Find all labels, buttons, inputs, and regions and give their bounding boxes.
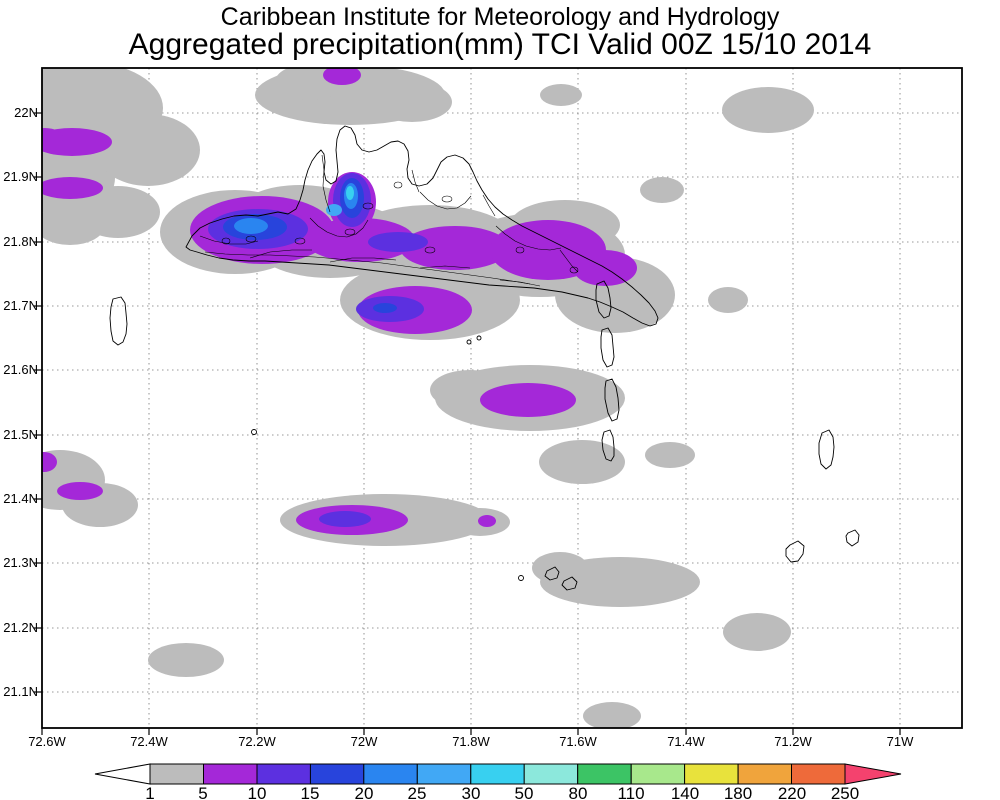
colorbar-label: 5 xyxy=(198,784,207,800)
precip-layer-25-30mm xyxy=(326,204,342,216)
colorbar-segment xyxy=(523,763,579,785)
small-cay xyxy=(466,339,472,345)
french-cay xyxy=(251,429,257,435)
colorbar-label: 180 xyxy=(724,784,752,800)
lat-label: 21.3N xyxy=(3,555,38,570)
precip-shading xyxy=(42,68,814,728)
lon-label: 72.4W xyxy=(130,734,168,749)
lon-label: 72W xyxy=(351,734,378,749)
colorbar-label: 20 xyxy=(355,784,374,800)
lon-label: 71.2W xyxy=(774,734,812,749)
colorbar-segment xyxy=(737,763,793,785)
colorbar-segment xyxy=(470,763,525,785)
lon-label: 71.4W xyxy=(667,734,705,749)
ambergris-cay-2 xyxy=(561,576,578,591)
colorbar-segment xyxy=(791,763,846,785)
lat-label: 21.4N xyxy=(3,491,38,506)
colorbar-arrow-left xyxy=(94,763,151,785)
lat-label: 21.6N xyxy=(3,362,38,377)
lon-label: 71W xyxy=(887,734,914,749)
lat-label: 21.7N xyxy=(3,298,38,313)
colorbar-segment xyxy=(149,763,204,785)
bank-detail-lines xyxy=(199,154,579,287)
small-cay xyxy=(476,335,482,341)
page-subtitle: Aggregated precipitation(mm) TCI Valid 0… xyxy=(128,28,872,61)
lon-label: 71.6W xyxy=(559,734,597,749)
lon-label: 72.6W xyxy=(28,734,66,749)
lat-label: 22N xyxy=(14,105,38,120)
axis-ticks xyxy=(34,112,901,735)
lat-label: 21.2N xyxy=(3,620,38,635)
caicos-islands-outline xyxy=(185,125,659,327)
lat-label: 21.5N xyxy=(3,427,38,442)
west-caicos-outline xyxy=(109,296,128,346)
colorbar-label: 110 xyxy=(617,784,644,800)
colorbar-label: 25 xyxy=(408,784,427,800)
colorbar-labels: 1 5 10 15 20 25 30 50 80 110 140 180 220… xyxy=(145,784,859,800)
lat-label: 21.1N xyxy=(3,684,38,699)
precip-layer-30-50mm xyxy=(346,186,354,200)
colorbar: 1 5 10 15 20 25 30 50 80 110 140 180 220… xyxy=(94,763,902,800)
south-caicos-cay-4 xyxy=(601,429,615,462)
south-caicos-cay-1 xyxy=(595,280,612,319)
colorbar-label: 250 xyxy=(831,784,859,800)
east-cay-outline xyxy=(845,529,860,547)
colorbar-label: 1 xyxy=(145,784,154,800)
colorbar-arrow-right xyxy=(844,763,902,785)
colorbar-label: 140 xyxy=(671,784,699,800)
colorbar-segment xyxy=(577,763,632,785)
colorbar-label: 15 xyxy=(301,784,320,800)
lon-label: 72.2W xyxy=(238,734,276,749)
colorbar-label: 50 xyxy=(515,784,534,800)
lat-label: 21.9N xyxy=(3,169,38,184)
colorbar-segment xyxy=(363,763,418,785)
colorbar-label: 80 xyxy=(569,784,588,800)
page-title: Caribbean Institute for Meteorology and … xyxy=(220,3,780,31)
colorbar-segment xyxy=(684,763,739,785)
colorbar-label: 30 xyxy=(462,784,481,800)
lon-label: 71.8W xyxy=(452,734,490,749)
latitude-axis: 22N 21.9N 21.8N 21.7N 21.6N 21.5N 21.4N … xyxy=(3,105,38,699)
colorbar-segment xyxy=(416,763,472,785)
colorbar-segment xyxy=(309,763,365,785)
colorbar-segment xyxy=(630,763,686,785)
colorbar-label: 220 xyxy=(778,784,806,800)
coastlines xyxy=(109,125,860,591)
longitude-axis: 72.6W 72.4W 72.2W 72W 71.8W 71.6W 71.4W … xyxy=(28,734,914,749)
south-caicos-cay-2 xyxy=(600,327,615,368)
small-cay xyxy=(518,575,524,581)
grand-turk-outline xyxy=(818,429,835,470)
colorbar-segment xyxy=(256,763,311,785)
ambergris-cay-1 xyxy=(544,566,560,581)
south-caicos-cay-3 xyxy=(604,378,620,422)
lat-label: 21.8N xyxy=(3,234,38,249)
colorbar-label: 10 xyxy=(248,784,267,800)
plot-border xyxy=(41,67,963,729)
salt-cay-outline xyxy=(785,540,805,563)
colorbar-segment xyxy=(203,763,258,785)
outer-cays xyxy=(109,280,860,591)
